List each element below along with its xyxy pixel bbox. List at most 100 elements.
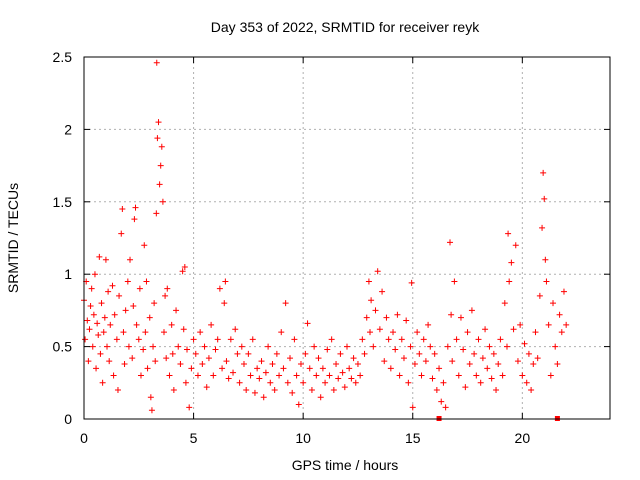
data-point — [550, 300, 557, 307]
data-point — [427, 343, 434, 350]
data-point — [133, 321, 140, 328]
data-point — [141, 242, 148, 249]
data-point — [396, 372, 403, 379]
data-point — [169, 350, 176, 357]
data-point — [157, 162, 164, 169]
data-point — [466, 360, 473, 367]
x-tick-label: 5 — [190, 430, 198, 446]
data-point — [352, 379, 359, 386]
data-point — [140, 346, 147, 353]
data-point — [240, 360, 247, 367]
data-point — [367, 329, 374, 336]
data-point — [273, 350, 280, 357]
data-point — [265, 343, 272, 350]
data-point — [158, 143, 165, 150]
x-tick-label: 10 — [295, 430, 311, 446]
data-point — [208, 321, 215, 328]
data-point — [258, 358, 265, 365]
data-point — [95, 332, 102, 339]
data-point — [238, 343, 245, 350]
data-point — [541, 195, 548, 202]
data-point — [256, 375, 263, 382]
data-point — [88, 285, 95, 292]
data-point — [293, 372, 300, 379]
data-point — [147, 394, 154, 401]
data-point — [205, 355, 212, 362]
data-point — [90, 311, 97, 318]
data-point — [477, 379, 484, 386]
data-point — [449, 358, 456, 365]
grid — [84, 57, 610, 419]
data-point — [219, 365, 226, 372]
data-point — [82, 336, 89, 343]
data-point — [350, 355, 357, 362]
data-point — [333, 360, 340, 367]
data-point — [534, 355, 541, 362]
data-point — [154, 135, 161, 142]
data-point — [106, 358, 113, 365]
data-point — [313, 372, 320, 379]
data-point — [374, 268, 381, 275]
data-point — [130, 303, 137, 310]
data-point — [271, 387, 278, 394]
data-point — [558, 329, 565, 336]
data-point — [181, 263, 188, 270]
data-point — [460, 346, 467, 353]
data-point — [89, 343, 96, 350]
data-point — [436, 365, 443, 372]
y-tick-label: 2 — [64, 121, 72, 137]
data-point — [536, 292, 543, 299]
data-point — [409, 404, 416, 411]
x-tick-label: 0 — [80, 430, 88, 446]
data-point — [118, 230, 125, 237]
data-point — [225, 375, 232, 382]
data-point — [532, 329, 539, 336]
data-point — [379, 288, 386, 295]
data-point — [107, 321, 114, 328]
data-point — [254, 365, 261, 372]
y-tick-label: 1 — [64, 266, 72, 282]
data-point — [425, 321, 432, 328]
data-point — [319, 365, 326, 372]
data-point — [506, 278, 513, 285]
data-point — [91, 271, 98, 278]
data-point — [464, 329, 471, 336]
data-point — [429, 375, 436, 382]
data-point — [370, 343, 377, 350]
data-point — [136, 285, 143, 292]
data-point — [326, 372, 333, 379]
data-point — [182, 379, 189, 386]
data-point — [422, 358, 429, 365]
data-point — [168, 321, 175, 328]
data-point — [247, 372, 254, 379]
data-point — [164, 285, 171, 292]
data-point — [341, 384, 348, 391]
data-point — [113, 336, 120, 343]
data-point — [234, 350, 241, 357]
data-point — [251, 389, 258, 396]
data-point — [497, 336, 504, 343]
data-point — [97, 350, 104, 357]
data-point — [556, 311, 563, 318]
data-point — [214, 336, 221, 343]
x-axis-label: GPS time / hours — [292, 457, 399, 473]
data-point — [400, 355, 407, 362]
data-point — [287, 355, 294, 362]
data-point — [124, 278, 131, 285]
data-point — [173, 307, 180, 314]
data-point — [197, 329, 204, 336]
data-point — [385, 336, 392, 343]
data-point — [135, 336, 142, 343]
data-point — [440, 379, 447, 386]
data-point — [505, 230, 512, 237]
data-point — [503, 343, 510, 350]
data-point — [98, 300, 105, 307]
data-point — [269, 360, 276, 367]
data-point — [471, 350, 478, 357]
data-point — [243, 387, 250, 394]
data-point — [473, 372, 480, 379]
data-points — [81, 59, 570, 414]
data-point — [282, 300, 289, 307]
data-point — [280, 365, 287, 372]
data-point — [101, 314, 108, 321]
